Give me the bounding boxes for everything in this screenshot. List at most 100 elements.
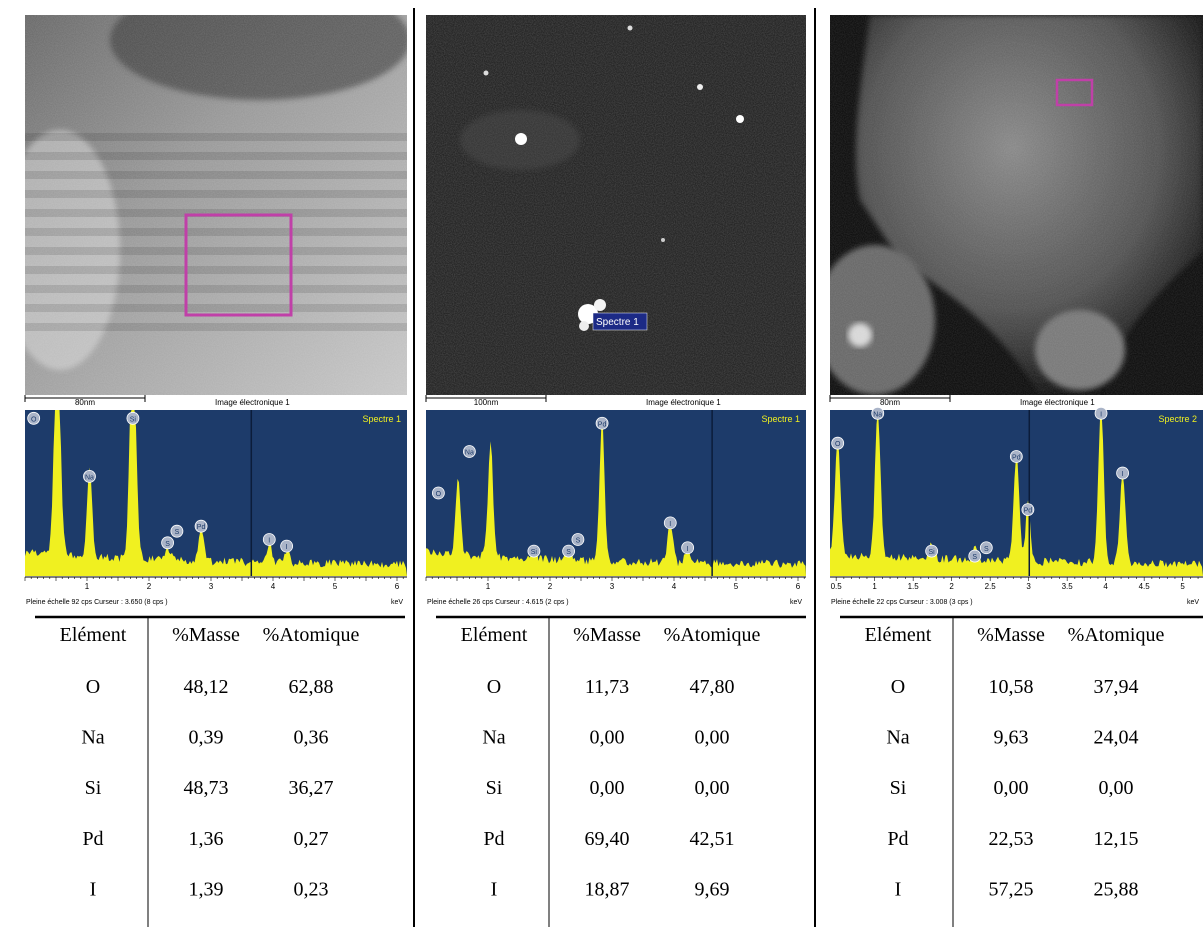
spectrum-name: Spectre 1: [362, 414, 401, 424]
peak-marker: [571, 533, 585, 546]
peak-label: Pd: [1012, 454, 1021, 461]
table-cell: 10,58: [989, 676, 1034, 698]
peak-marker: [1094, 406, 1108, 420]
x-tick-label: 1: [85, 582, 90, 591]
table-cell: 36,27: [289, 777, 334, 799]
spectrum-name: Spectre 1: [761, 414, 800, 424]
peak-marker: [831, 436, 845, 450]
peak-label: Si: [929, 549, 936, 556]
x-tick-label: 5: [734, 582, 739, 591]
table-cell: Si: [486, 777, 503, 799]
peak-label: S: [576, 537, 581, 544]
peak-marker: [1009, 450, 1023, 463]
table-cell: 47,80: [690, 676, 735, 698]
peak-label: S: [984, 546, 989, 553]
x-tick-label: 3: [1026, 582, 1031, 591]
table-cell: I: [895, 878, 902, 900]
table-cell: 48,12: [184, 676, 229, 698]
peak-marker: [1021, 503, 1035, 517]
table-cell: 48,73: [184, 777, 229, 799]
x-tick-label: 1: [486, 582, 491, 591]
table-cell: 0,23: [294, 878, 329, 900]
x-tick-label: 3: [209, 582, 214, 591]
peak-marker: [126, 411, 140, 425]
scale-bar-label: 80nm: [880, 398, 900, 407]
peak-label: Na: [873, 411, 882, 418]
peak-marker: [462, 445, 476, 458]
peak-marker: [968, 549, 982, 563]
peak-marker: [527, 544, 541, 558]
table-cell: 62,88: [289, 676, 334, 698]
table-cell: 0,00: [590, 777, 625, 799]
table-cell: Pd: [82, 828, 103, 850]
x-tick-label: 1: [872, 582, 877, 591]
table-cell: 0,00: [695, 777, 730, 799]
table-cell: 18,87: [585, 878, 630, 900]
peak-marker: [562, 544, 575, 558]
spectrum-plot: [426, 410, 806, 576]
peak-label: S: [972, 554, 977, 561]
table-cell: Si: [890, 777, 907, 799]
table-cell: 9,69: [695, 878, 730, 900]
peak-marker: [663, 516, 677, 530]
table-cell: 11,73: [585, 676, 629, 698]
table-cell: Pd: [483, 828, 504, 850]
table-cell: I: [491, 878, 498, 900]
scale-bar-label: 100nm: [474, 398, 499, 407]
peak-marker: [262, 533, 276, 546]
peak-label: I: [268, 537, 270, 544]
x-tick-label: 5: [333, 582, 338, 591]
panel: 100nm Image électronique 1 Spectre 1 Spectr…: [425, 317, 806, 927]
peak-label: Na: [85, 474, 94, 481]
spectrum-footer: Pleine échelle 22 cps Curseur : 3.008 (3…: [831, 599, 973, 606]
scale-bar-label: 80nm: [75, 398, 95, 407]
x-tick-label: 2: [147, 582, 152, 591]
axis-unit: keV: [391, 599, 403, 606]
x-tick-label: 6: [395, 582, 400, 591]
table-cell: 24,04: [1094, 727, 1139, 749]
table-header: %Atomique: [664, 624, 761, 646]
table-cell: 0,27: [294, 828, 329, 850]
peak-marker: [979, 541, 993, 555]
table-header: %Masse: [172, 624, 240, 646]
peak-label: I: [286, 544, 288, 551]
table-cell: 42,51: [690, 828, 735, 850]
table-cell: 0,00: [1099, 777, 1134, 799]
peak-label: O: [835, 441, 841, 448]
table-cell: 0,00: [695, 727, 730, 749]
peak-label: Si: [130, 416, 137, 423]
micrograph: [25, 15, 407, 395]
x-tick-label: 3: [610, 582, 615, 591]
x-tick-label: 4: [1103, 582, 1108, 591]
peak-label: S: [175, 529, 180, 536]
peak-marker: [280, 539, 294, 553]
x-tick-label: 2.5: [985, 582, 997, 591]
spectrum-trace: [830, 410, 1203, 576]
image-caption: Image électronique 1: [646, 398, 721, 407]
table-cell: O: [86, 676, 100, 698]
spectrum-plot: [25, 410, 407, 576]
peak-marker: [161, 536, 175, 550]
table-cell: Na: [886, 727, 909, 749]
table-cell: Pd: [887, 828, 908, 850]
table-cell: Na: [81, 727, 104, 749]
image-caption: Image électronique 1: [215, 398, 290, 407]
peak-label: O: [31, 416, 37, 423]
table-header: Elément: [461, 624, 528, 646]
axis-unit: keV: [790, 599, 802, 606]
peak-label: S: [566, 549, 571, 556]
table-cell: 12,15: [1094, 828, 1139, 850]
spectrum-name: Spectre 2: [1158, 414, 1197, 424]
table-cell: Si: [85, 777, 102, 799]
peak-marker: [1116, 466, 1129, 480]
peak-label: I: [1100, 411, 1102, 418]
x-tick-label: 4: [271, 582, 276, 591]
x-tick-label: 2: [949, 582, 954, 591]
peak-label: Na: [465, 450, 474, 457]
table-cell: O: [487, 676, 501, 698]
micrograph: [426, 15, 806, 395]
table-cell: I: [90, 878, 97, 900]
table-cell: 69,40: [585, 828, 630, 850]
